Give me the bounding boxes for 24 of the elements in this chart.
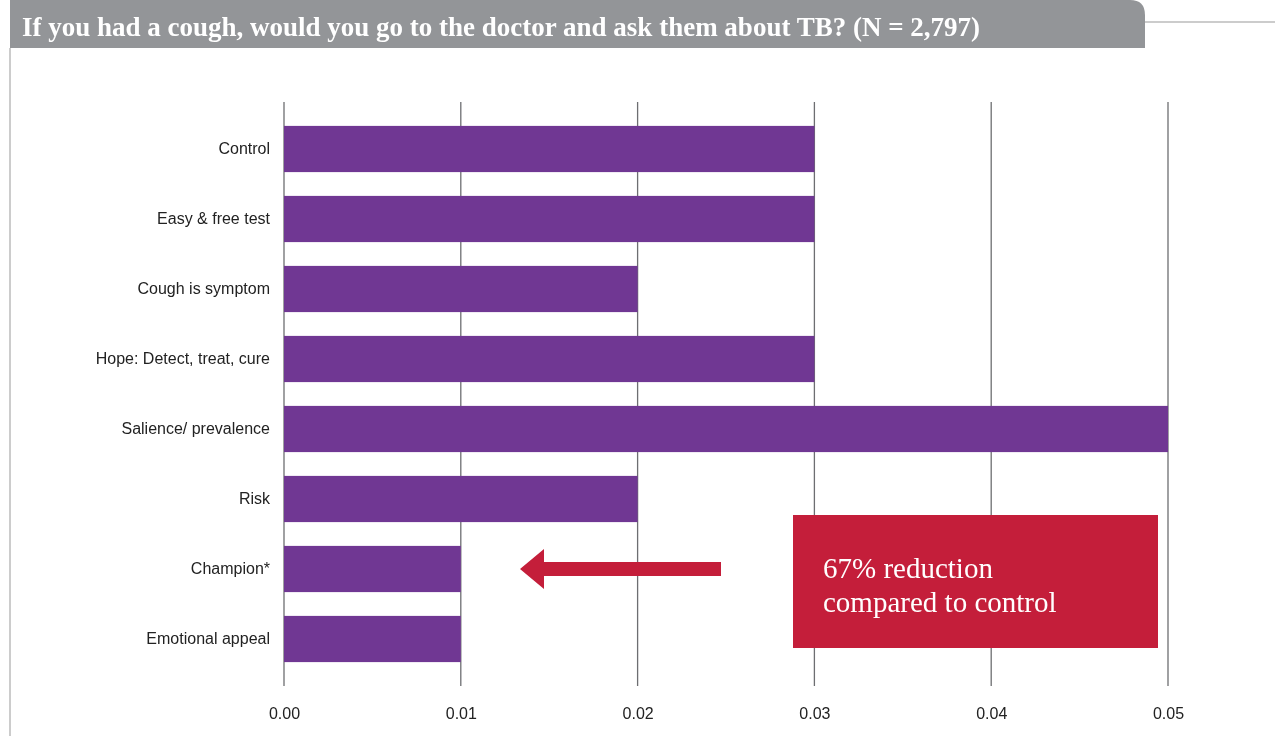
x-tick-label: 0.05 [1152, 705, 1185, 723]
bar [284, 545, 461, 593]
x-tick-label: 0.00 [268, 705, 301, 723]
chart-title: If you had a cough, would you go to the doctor and ask them about TB? (N = 2,797) [22, 12, 981, 42]
y-tick-label: Hope: Detect, treat, cure [95, 350, 271, 368]
bar [284, 615, 461, 663]
bar [284, 265, 638, 313]
y-tick-label: Cough is symptom [137, 280, 270, 298]
y-tick-label: Control [218, 140, 270, 158]
x-tick-label: 0.03 [799, 705, 831, 723]
x-tick-label: 0.04 [976, 705, 1008, 723]
bar [284, 335, 815, 383]
y-tick-label: Easy & free test [157, 210, 271, 228]
bar [284, 475, 638, 523]
y-tick-label: Emotional appeal [146, 630, 270, 648]
x-tick-label: 0.02 [622, 705, 654, 723]
bar [284, 405, 1168, 453]
bar [284, 125, 815, 173]
y-tick-label: Salience/ prevalence [121, 420, 271, 438]
annotation: 67% reduction compared to control [823, 552, 1057, 618]
bar [284, 195, 815, 243]
y-tick-label: Champion* [190, 560, 270, 578]
x-tick-label: 0.01 [445, 705, 477, 723]
y-tick-label: Risk [238, 490, 271, 508]
